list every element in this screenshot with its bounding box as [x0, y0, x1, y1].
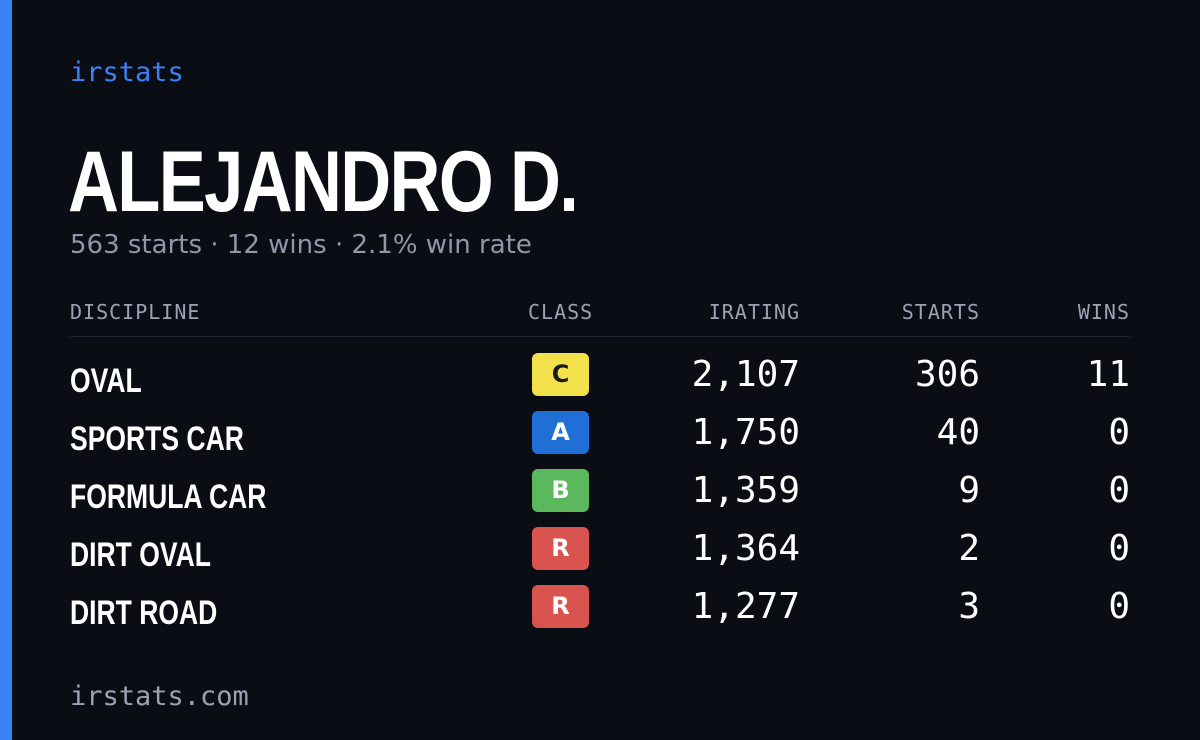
header-irating: IRATING — [708, 300, 800, 324]
header-discipline: DISCIPLINE — [70, 300, 201, 324]
header-wins: WINS — [1077, 300, 1130, 324]
table-body: OVAL C 2,107 306 11 SPORTS CAR A 1,750 4… — [70, 337, 1130, 643]
starts-value: 9 — [958, 470, 980, 511]
discipline-name: OVAL — [70, 362, 142, 400]
irating-value: 1,277 — [691, 586, 800, 627]
wins-value: 0 — [1108, 470, 1130, 511]
discipline-name: FORMULA CAR — [70, 478, 267, 516]
header-class: CLASS — [528, 300, 594, 324]
summary-win-rate: 2.1% win rate — [351, 230, 532, 260]
table-row: SPORTS CAR A 1,750 40 0 — [70, 411, 1130, 469]
summary-separator: · — [210, 230, 219, 260]
irating-value: 1,750 — [691, 412, 800, 453]
table-row: OVAL C 2,107 306 11 — [70, 353, 1130, 411]
irating-value: 1,364 — [691, 528, 800, 569]
discipline-name: SPORTS CAR — [70, 420, 244, 458]
discipline-name: DIRT ROAD — [70, 594, 218, 632]
class-badge: R — [532, 527, 589, 570]
irating-value: 1,359 — [691, 470, 800, 511]
class-badge: B — [532, 469, 589, 512]
summary-wins: 12 wins — [226, 230, 327, 260]
table-row: FORMULA CAR B 1,359 9 0 — [70, 469, 1130, 527]
stats-table: DISCIPLINE CLASS IRATING STARTS WINS OVA… — [70, 296, 1130, 643]
header-starts: STARTS — [901, 300, 980, 324]
wins-value: 0 — [1108, 412, 1130, 453]
irating-value: 2,107 — [691, 354, 800, 395]
table-row: DIRT ROAD R 1,277 3 0 — [70, 585, 1130, 643]
footer-url[interactable]: irstats.com — [70, 681, 249, 712]
wins-value: 11 — [1086, 354, 1130, 395]
driver-name: ALEJANDRO D. — [68, 134, 579, 230]
summary-starts: 563 starts — [70, 230, 202, 260]
class-badge: R — [532, 585, 589, 628]
table-row: DIRT OVAL R 1,364 2 0 — [70, 527, 1130, 585]
class-badge: A — [532, 411, 589, 454]
driver-summary: 563 starts · 12 wins · 2.1% win rate — [70, 228, 532, 262]
brand-logo-text: irstats — [70, 57, 184, 88]
class-badge: C — [532, 353, 589, 396]
wins-value: 0 — [1108, 586, 1130, 627]
discipline-name: DIRT OVAL — [70, 536, 211, 574]
table-header: DISCIPLINE CLASS IRATING STARTS WINS — [70, 296, 1130, 337]
starts-value: 2 — [958, 528, 980, 569]
summary-separator: · — [334, 230, 344, 260]
starts-value: 40 — [936, 412, 980, 453]
starts-value: 3 — [958, 586, 980, 627]
accent-bar — [0, 0, 12, 740]
wins-value: 0 — [1108, 528, 1130, 569]
starts-value: 306 — [914, 354, 980, 395]
